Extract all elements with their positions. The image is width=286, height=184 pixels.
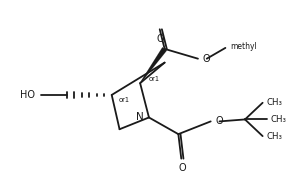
Text: HO: HO xyxy=(20,90,35,100)
Text: N: N xyxy=(136,112,144,123)
Text: O: O xyxy=(178,163,186,173)
Polygon shape xyxy=(140,47,167,83)
Text: or1: or1 xyxy=(119,97,130,103)
Text: CH₃: CH₃ xyxy=(266,132,282,141)
Text: O: O xyxy=(216,116,223,126)
Text: O: O xyxy=(203,54,210,64)
Text: O: O xyxy=(157,34,165,44)
Text: methyl: methyl xyxy=(230,43,257,51)
Text: CH₃: CH₃ xyxy=(266,98,282,107)
Text: CH₃: CH₃ xyxy=(270,115,286,124)
Text: or1: or1 xyxy=(149,76,160,82)
